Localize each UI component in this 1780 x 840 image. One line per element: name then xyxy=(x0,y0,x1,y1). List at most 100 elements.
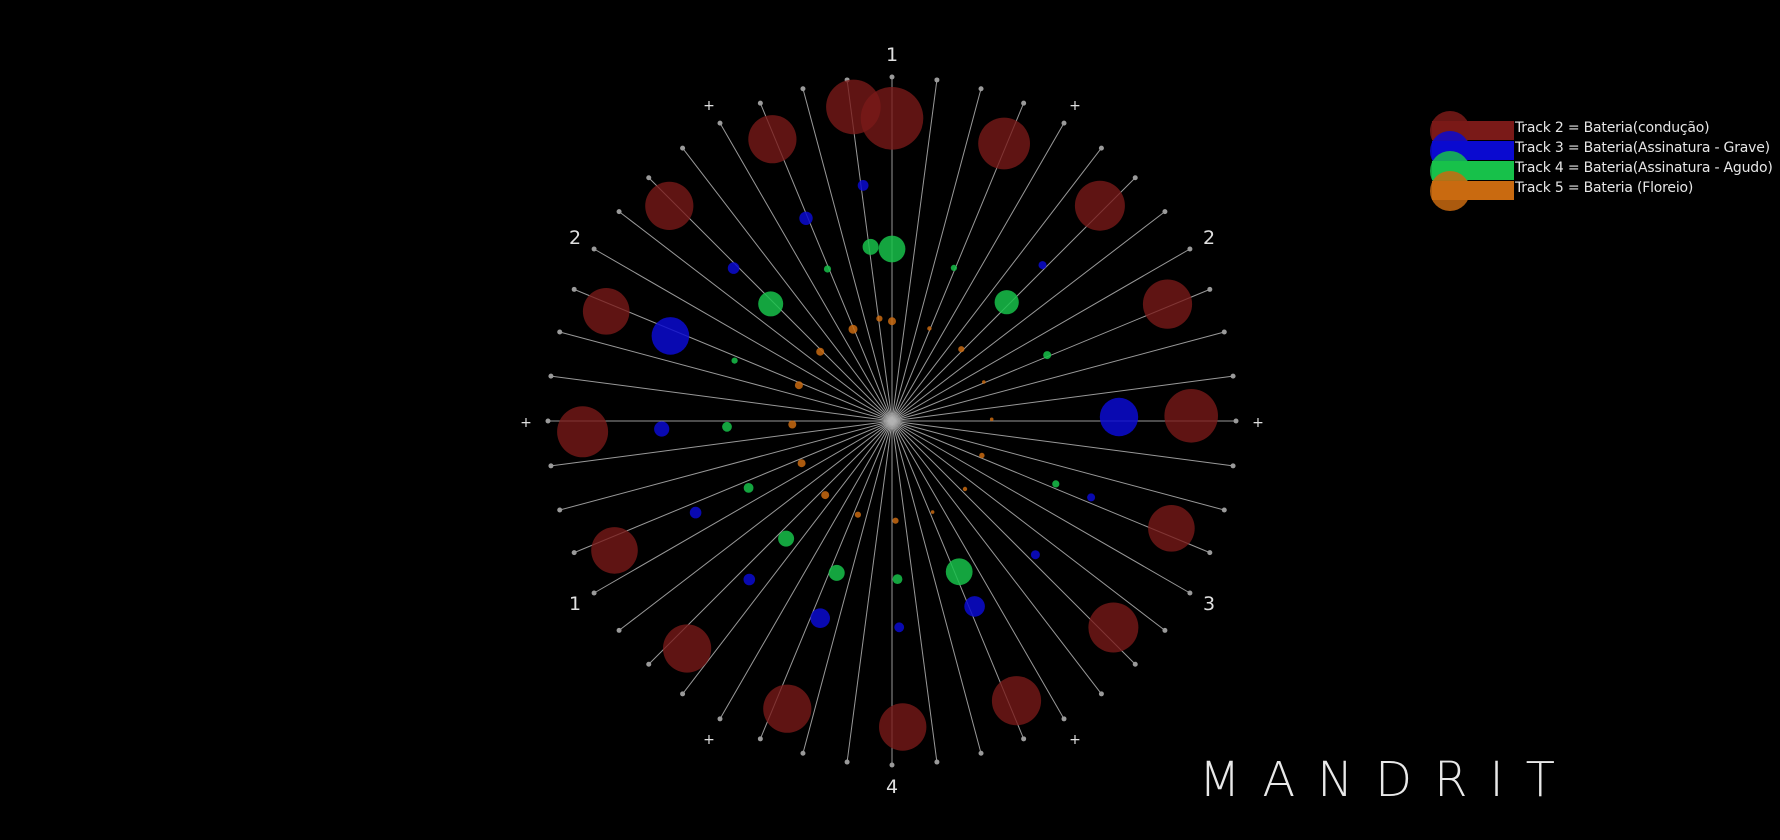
bubble-point xyxy=(989,417,994,422)
bubble-point xyxy=(816,347,825,356)
spoke-line xyxy=(891,420,1225,511)
bubble-point xyxy=(1052,480,1060,488)
spoke-end-dot xyxy=(889,762,895,768)
bubble-point xyxy=(848,324,858,334)
beat-labels: 1 +2 +3 +4 +1 +2 + xyxy=(520,44,1264,798)
spoke-line xyxy=(891,248,1191,422)
brand-title: MANDRIT xyxy=(1199,752,1577,808)
legend-label: Track 2 = Bateria(condução) xyxy=(1515,120,1710,136)
bubble-point xyxy=(797,459,806,468)
spoke-end-dot xyxy=(757,736,763,742)
bubble-point xyxy=(778,530,795,547)
spoke-end-dot xyxy=(545,418,551,424)
beat-label: + xyxy=(1069,732,1081,748)
bubble-point xyxy=(982,380,986,384)
spoke-line xyxy=(891,420,1102,695)
beat-label: 1 xyxy=(886,44,898,66)
spoke-end-dot xyxy=(571,550,577,556)
bubble-point xyxy=(964,596,985,617)
spoke-line xyxy=(891,420,938,763)
series-track-3 xyxy=(651,180,1139,633)
spoke-end-dot xyxy=(680,145,686,151)
spoke-line xyxy=(891,79,938,422)
spoke-line xyxy=(618,420,893,631)
beat-label: 4 xyxy=(886,776,898,798)
bubble-point xyxy=(1099,397,1139,437)
beat-label: + xyxy=(703,732,715,748)
legend-label: Track 5 = Bateria (Floreio) xyxy=(1515,180,1694,196)
spoke-end-dot xyxy=(717,716,723,722)
spoke-end-dot xyxy=(1061,120,1067,126)
spoke-end-dot xyxy=(680,691,686,697)
spoke-end-dot xyxy=(571,286,577,292)
bubble-point xyxy=(557,406,609,458)
bubble-point xyxy=(876,315,883,322)
bubble-point xyxy=(879,703,927,751)
bubble-point xyxy=(894,622,905,633)
bubble-point xyxy=(930,510,935,514)
bubble-point xyxy=(862,238,879,255)
spoke-end-dot xyxy=(1098,691,1104,697)
bubble-point xyxy=(1038,261,1047,270)
bubble-point xyxy=(651,317,690,355)
bubble-point xyxy=(763,684,812,733)
bubble-point xyxy=(645,181,694,230)
legend-label: Track 3 = Bateria(Assinatura - Grave) xyxy=(1515,140,1770,156)
bubble-point xyxy=(978,117,1030,170)
spoke-line xyxy=(891,147,1102,422)
bubble-point xyxy=(1087,493,1096,502)
bubble-point xyxy=(1043,351,1052,360)
spoke-end-dot xyxy=(1021,100,1027,106)
spoke-line xyxy=(593,248,893,422)
spoke-end-dot xyxy=(591,246,597,252)
spoke-end-dot xyxy=(1061,716,1067,722)
beat-label: 2 xyxy=(1203,227,1215,249)
bubble-point xyxy=(582,288,630,335)
spoke-line xyxy=(593,420,893,594)
spoke-end-dot xyxy=(1230,463,1236,469)
spoke-line xyxy=(719,122,893,422)
spoke-line xyxy=(559,331,893,422)
bubble-point xyxy=(1142,279,1193,329)
bubble-point xyxy=(810,608,830,628)
spoke-end-dot xyxy=(934,759,940,765)
bubble-point xyxy=(727,262,740,274)
bubble-point xyxy=(689,506,702,519)
spoke-line xyxy=(891,331,1225,422)
spoke-end-dot xyxy=(616,209,622,215)
spoke-end-dot xyxy=(800,86,806,92)
bubble-point xyxy=(788,420,797,429)
beat-label: + xyxy=(1069,98,1081,114)
spoke-end-dot xyxy=(978,750,984,756)
spoke-line xyxy=(846,420,893,763)
bubble-point xyxy=(860,87,924,150)
spoke-end-dot xyxy=(591,590,597,596)
spoke-end-dot xyxy=(1187,590,1193,596)
spoke-line xyxy=(648,420,893,665)
spoke-line xyxy=(891,122,1065,422)
bubble-point xyxy=(892,517,899,524)
spoke-line xyxy=(802,88,893,422)
spoke-end-dot xyxy=(800,750,806,756)
spoke-end-dot xyxy=(844,759,850,765)
spoke-end-dot xyxy=(557,329,563,335)
bubble-point xyxy=(1148,505,1195,552)
series-track-5 xyxy=(788,315,994,524)
bubble-point xyxy=(950,264,958,271)
spoke-line xyxy=(618,211,893,422)
bubble-layer xyxy=(557,79,1218,751)
spoke-end-dot xyxy=(1098,145,1104,151)
spoke-line xyxy=(891,420,1065,720)
spoke-end-dot xyxy=(548,463,554,469)
spoke-end-dot xyxy=(1233,418,1239,424)
spoke-end-dot xyxy=(548,373,554,379)
bubble-point xyxy=(663,624,712,673)
spoke-line xyxy=(891,420,1234,467)
bubble-point xyxy=(1074,180,1125,231)
series-track-2 xyxy=(557,79,1218,751)
bubble-point xyxy=(722,421,732,432)
bubble-point xyxy=(799,211,813,225)
spoke-line xyxy=(891,211,1166,422)
spoke-end-dot xyxy=(757,100,763,106)
beat-label: + xyxy=(703,98,715,114)
